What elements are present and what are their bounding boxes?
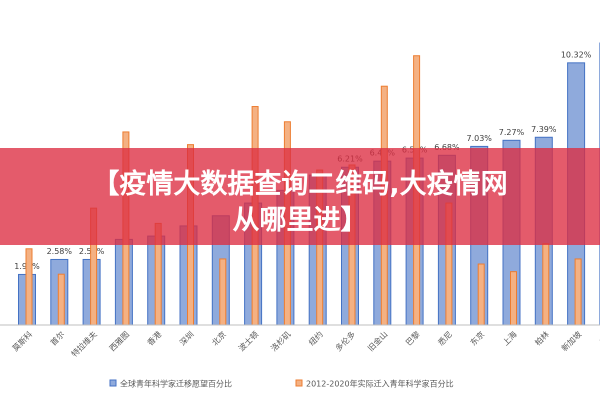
legend-swatch bbox=[295, 379, 303, 387]
bar bbox=[57, 273, 65, 326]
banner-text: 从哪里进】 bbox=[232, 205, 368, 236]
data-label: 10.32% bbox=[561, 50, 592, 59]
bar bbox=[25, 248, 33, 326]
banner-text: 【疫情大数据查询二维码,大疫情网 bbox=[92, 169, 508, 200]
legend-swatch bbox=[109, 379, 117, 387]
legend-label: 全球青年科学家迁移愿望百分比 bbox=[120, 379, 232, 389]
data-label: 7.03% bbox=[466, 134, 492, 143]
bar bbox=[477, 263, 485, 326]
bar bbox=[219, 258, 227, 326]
bar bbox=[510, 271, 517, 326]
data-label: 6.68% bbox=[434, 143, 460, 152]
legend-label: 2012-2020年实际迁入青年科学家百分比 bbox=[306, 379, 454, 389]
data-label: 2.58% bbox=[47, 247, 73, 256]
data-label: 7.39% bbox=[531, 125, 557, 134]
data-label: 7.27% bbox=[499, 128, 525, 137]
banner: 【疫情大数据查询二维码,大疫情网 从哪里进】 bbox=[0, 148, 600, 245]
bar bbox=[542, 243, 550, 326]
bar bbox=[574, 258, 582, 326]
